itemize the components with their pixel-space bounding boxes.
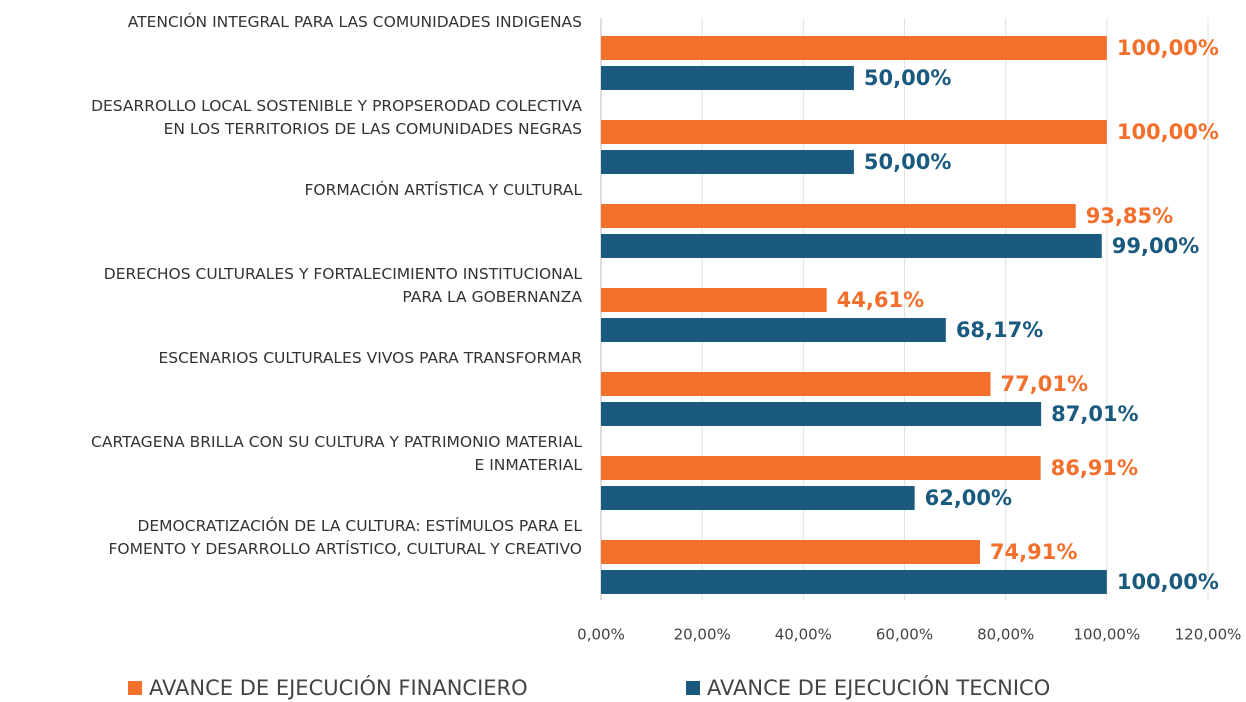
value-label: 87,01%: [1051, 402, 1138, 426]
bar: [601, 456, 1041, 480]
x-tick-label: 100,00%: [1073, 626, 1140, 644]
category-label: DERECHOS CULTURALES Y FORTALECIMIENTO IN…: [103, 265, 582, 306]
value-label: 93,85%: [1086, 204, 1173, 228]
category-label: ESCENARIOS CULTURALES VIVOS PARA TRANSFO…: [158, 349, 582, 367]
x-tick-label: 120,00%: [1175, 626, 1242, 644]
bar: [601, 150, 854, 174]
value-label: 50,00%: [864, 66, 951, 90]
bar: [601, 120, 1107, 144]
bar: [601, 486, 915, 510]
legend-swatch: [686, 681, 700, 695]
x-tick-label: 60,00%: [876, 626, 933, 644]
bar: [601, 318, 946, 342]
category-label: CARTAGENA BRILLA CON SU CULTURA Y PATRIM…: [91, 433, 582, 474]
bar: [601, 288, 827, 312]
legend-label: AVANCE DE EJECUCIÓN FINANCIERO: [149, 675, 528, 700]
category-label: FORMACIÓN ARTÍSTICA Y CULTURAL: [304, 181, 582, 199]
bar: [601, 402, 1042, 426]
bar: [601, 540, 980, 564]
category-label: DEMOCRATIZACIÓN DE LA CULTURA: ESTÍMULOS…: [108, 517, 583, 558]
value-label: 99,00%: [1112, 234, 1199, 258]
bar: [601, 66, 854, 90]
value-label: 50,00%: [864, 150, 951, 174]
value-label: 77,01%: [1001, 372, 1088, 396]
value-label: 74,91%: [990, 540, 1077, 564]
value-label: 100,00%: [1117, 120, 1219, 144]
legend-swatch: [128, 681, 142, 695]
bar: [601, 570, 1107, 594]
x-tick-label: 40,00%: [775, 626, 832, 644]
value-label: 44,61%: [837, 288, 924, 312]
value-label: 100,00%: [1117, 36, 1219, 60]
category-label: ATENCIÓN INTEGRAL PARA LAS COMUNIDADES I…: [127, 13, 582, 31]
legend-label: AVANCE DE EJECUCIÓN TECNICO: [707, 675, 1050, 700]
x-tick-label: 80,00%: [977, 626, 1034, 644]
category-label: DESARROLLO LOCAL SOSTENIBLE Y PROPSERODA…: [91, 97, 582, 138]
value-label: 62,00%: [925, 486, 1012, 510]
bar: [601, 234, 1102, 258]
value-label: 86,91%: [1051, 456, 1138, 480]
x-tick-label: 20,00%: [674, 626, 731, 644]
value-label: 100,00%: [1117, 570, 1219, 594]
bar: [601, 36, 1107, 60]
value-label: 68,17%: [956, 318, 1043, 342]
bar: [601, 204, 1076, 228]
bar: [601, 372, 991, 396]
x-tick-label: 0,00%: [577, 626, 625, 644]
